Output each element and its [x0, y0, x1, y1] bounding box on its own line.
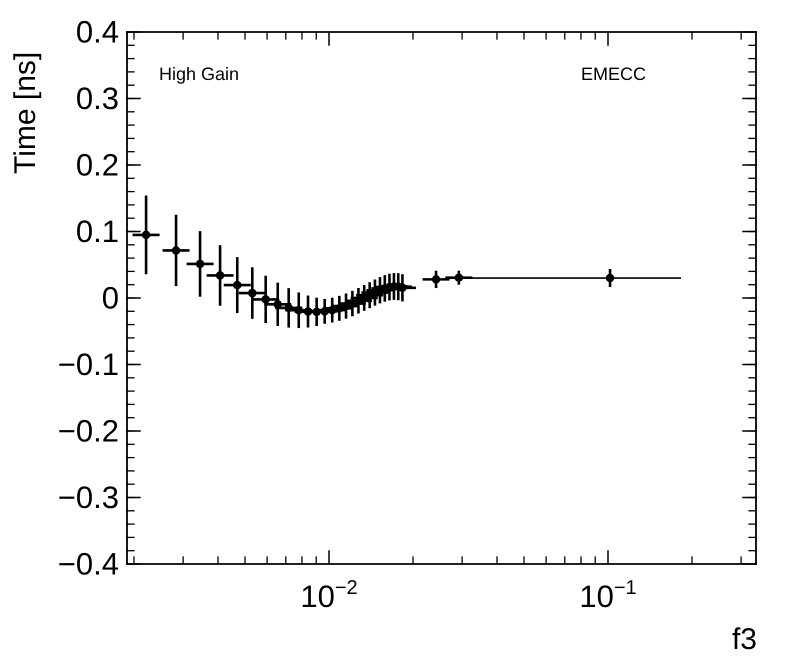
- svg-text:f3: f3: [732, 623, 757, 656]
- svg-text:−0.3: −0.3: [58, 480, 119, 515]
- svg-text:0.3: 0.3: [76, 81, 119, 116]
- svg-text:Time [ns]: Time [ns]: [9, 52, 42, 174]
- svg-text:−0.1: −0.1: [58, 347, 119, 382]
- svg-text:0.1: 0.1: [76, 214, 119, 249]
- svg-text:0.4: 0.4: [76, 15, 119, 50]
- svg-text:EMECC: EMECC: [581, 64, 646, 84]
- svg-text:High Gain: High Gain: [159, 64, 239, 84]
- svg-text:0.2: 0.2: [76, 148, 119, 183]
- svg-text:0: 0: [102, 281, 119, 316]
- svg-text:−0.2: −0.2: [58, 414, 119, 449]
- svg-text:−0.4: −0.4: [58, 547, 119, 582]
